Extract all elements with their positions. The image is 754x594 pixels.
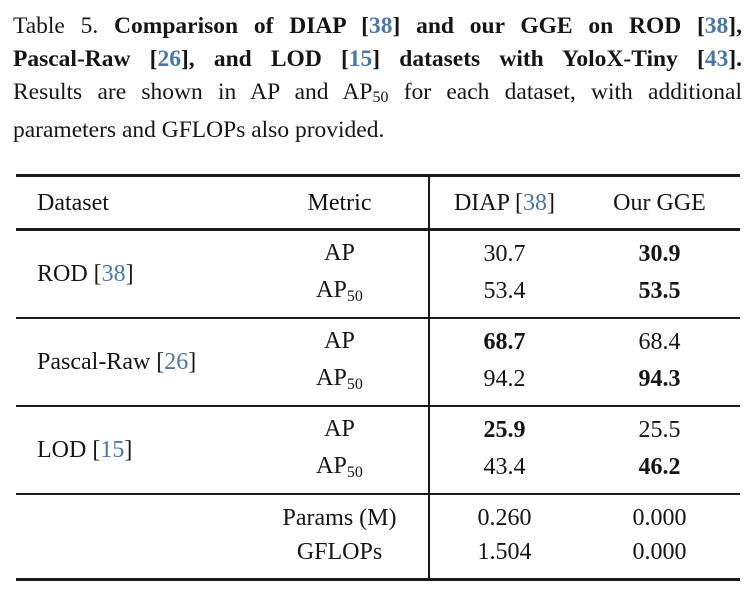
caption-text-run: Results are shown in AP and AP	[13, 79, 373, 105]
value-gge: 46.2	[638, 454, 681, 481]
metric-cell: AP	[251, 317, 430, 361]
results-table: Dataset Metric DIAP [38] Our GGE ROD [38…	[16, 173, 740, 581]
value-gge: 94.3	[638, 366, 681, 393]
col-header-gge: Our GGE	[613, 189, 706, 216]
metric-subscript: 50	[346, 375, 363, 393]
metric-cell: GFLOPs	[251, 534, 430, 580]
metric-name: AP	[324, 327, 355, 354]
citation-link[interactable]: 43	[704, 46, 729, 72]
dataset-name: ROD [	[37, 260, 102, 287]
caption-text-run: ], and LOD	[180, 46, 341, 72]
caption-line-2: Pascal-Raw [26], and LOD [15] datasets w…	[13, 43, 742, 76]
caption-text-run: 50	[372, 88, 389, 106]
caption-text-run: ].	[728, 46, 743, 72]
paper-page: Table 5. Comparison of DIAP [38] and our…	[13, 10, 742, 581]
caption-text-run: Comparison of DIAP	[114, 13, 362, 39]
dataset-name: LOD [	[37, 436, 101, 463]
dataset-bracket: ]	[188, 348, 197, 375]
caption-line-1: Table 5. Comparison of DIAP [38] and our…	[13, 10, 742, 43]
table-row: Pascal-Raw [26] AP 68.7 68.4	[16, 317, 740, 374]
citation-link[interactable]: 38	[101, 260, 126, 287]
table-header: Dataset Metric DIAP [38] Our GGE	[16, 175, 740, 230]
value-diap: 53.4	[483, 278, 526, 305]
dataset-label-pascal-raw: Pascal-Raw [26]	[16, 318, 251, 406]
caption-text-run: [	[340, 46, 349, 72]
caption-text-run: Pascal-Raw	[13, 46, 150, 72]
caption-line-4: parameters and GFLOPs also provided.	[13, 114, 742, 147]
metric-subscript: 50	[346, 287, 363, 305]
metric-name: AP	[324, 239, 355, 266]
citation-link[interactable]: 26	[164, 348, 189, 375]
table-caption: Table 5. Comparison of DIAP [38] and our…	[13, 10, 742, 147]
value-diap: 1.504	[477, 538, 532, 565]
caption-text-run: ] and our GGE on ROD	[392, 13, 697, 39]
metric-name: AP	[316, 452, 347, 479]
citation-link[interactable]: 15	[348, 46, 373, 72]
metric-cell: AP50	[251, 448, 430, 494]
metric-cell: AP	[251, 229, 430, 273]
table-row: AP50 94.2 94.3	[16, 360, 740, 406]
dataset-name: Pascal-Raw [	[37, 348, 165, 375]
caption-text-run: ] datasets with YoloX-Tiny	[372, 46, 697, 72]
metric-cell: AP	[251, 405, 430, 449]
metric-cell: AP50	[251, 360, 430, 406]
group-lod: LOD [15] AP 25.9 25.5 AP50 43.4 46.2	[16, 405, 740, 494]
value-diap: 25.9	[483, 417, 526, 444]
caption-text-run: [	[696, 13, 705, 39]
value-diap: 68.7	[483, 329, 526, 356]
value-gge: 68.4	[638, 329, 681, 356]
group-pascal-raw: Pascal-Raw [26] AP 68.7 68.4 AP50 94.2 9…	[16, 317, 740, 406]
group-rod: ROD [38] AP 30.7 30.9 AP50 53.4 53.5	[16, 229, 740, 318]
empty-cell	[16, 535, 251, 580]
table-row: GFLOPs 1.504 0.000	[16, 534, 740, 580]
caption-text-run: [	[149, 46, 158, 72]
table-row: AP50 53.4 53.5	[16, 272, 740, 318]
caption-text-run: [	[696, 46, 705, 72]
caption-text-run: parameters and GFLOPs also provided.	[13, 116, 385, 143]
col-header-dataset: Dataset	[37, 189, 109, 216]
col-header-metric: Metric	[251, 175, 430, 230]
value-gge: 0.000	[632, 538, 687, 565]
citation-link[interactable]: 26	[157, 46, 181, 72]
dataset-label-lod: LOD [15]	[16, 406, 251, 494]
metric-cell: AP50	[251, 272, 430, 318]
metric-name: AP	[316, 276, 347, 303]
value-diap: 43.4	[483, 454, 526, 481]
value-diap: 30.7	[483, 241, 526, 268]
caption-text-run: ],	[728, 13, 742, 39]
value-diap: 94.2	[483, 366, 526, 393]
metric-name: AP	[324, 415, 355, 442]
metric-cell: Params (M)	[251, 493, 430, 535]
citation-link[interactable]: 15	[100, 436, 125, 463]
metric-name: AP	[316, 364, 347, 391]
table-row: Params (M) 0.260 0.000	[16, 493, 740, 535]
metric-subscript: 50	[346, 463, 363, 481]
caption-line-3: Results are shown in AP and AP50 for eac…	[13, 76, 742, 114]
header-row: Dataset Metric DIAP [38] Our GGE	[16, 175, 740, 230]
caption-text-run: Table 5.	[13, 13, 115, 39]
citation-link[interactable]: 38	[704, 13, 729, 39]
table-row: AP50 43.4 46.2	[16, 448, 740, 494]
value-gge: 30.9	[638, 241, 681, 268]
dataset-bracket: ]	[124, 436, 133, 463]
empty-cell	[16, 494, 251, 535]
col-header-diap-text: DIAP [	[453, 189, 524, 216]
citation-link[interactable]: 38	[523, 189, 548, 216]
table-row: ROD [38] AP 30.7 30.9	[16, 229, 740, 286]
caption-text-run: [	[361, 13, 369, 39]
caption-text-run: for each dataset, with additional	[388, 79, 742, 105]
citation-link[interactable]: 38	[368, 13, 393, 39]
col-header-diap-bracket: ]	[547, 189, 556, 216]
value-gge: 0.000	[632, 504, 687, 531]
dataset-label-rod: ROD [38]	[16, 229, 251, 318]
value-gge: 53.5	[638, 278, 681, 305]
value-diap: 0.260	[477, 504, 532, 531]
col-header-diap: DIAP [38]	[429, 175, 579, 229]
table-row: LOD [15] AP 25.9 25.5	[16, 405, 740, 462]
value-gge: 25.5	[638, 417, 681, 444]
dataset-bracket: ]	[125, 260, 134, 287]
group-complexity: Params (M) 0.260 0.000 GFLOPs 1.504 0.00…	[16, 493, 740, 580]
